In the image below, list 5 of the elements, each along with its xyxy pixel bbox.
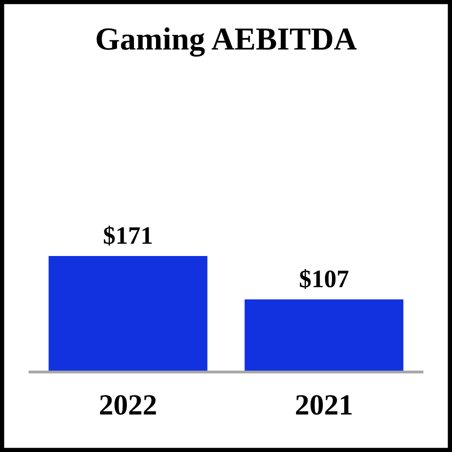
x-tick-label: 2021 bbox=[296, 395, 352, 415]
data-label: $171 bbox=[104, 226, 152, 246]
chart-title: Gaming AEBITDA bbox=[96, 27, 357, 57]
x-tick-label: 2022 bbox=[100, 395, 156, 415]
data-label: $107 bbox=[300, 269, 348, 290]
